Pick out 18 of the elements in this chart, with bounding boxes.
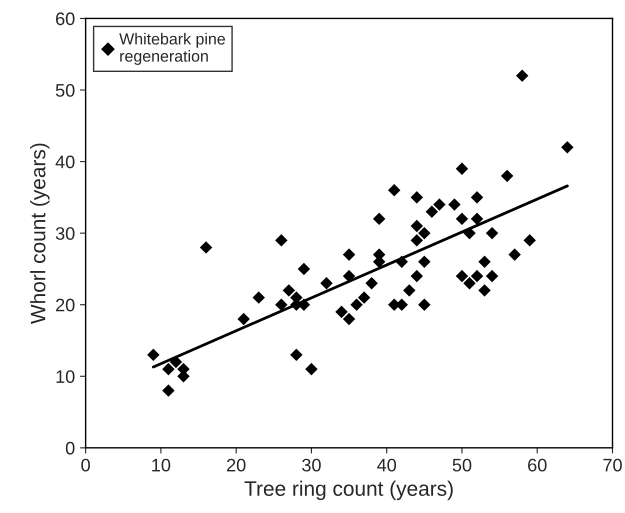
x-tick-label: 10 [152,458,170,472]
x-tick-label: 20 [227,458,246,472]
x-axis-title: Tree ring count (years) [244,480,453,500]
x-tick-label: 70 [603,458,622,472]
x-tick-label: 0 [81,458,90,472]
legend-label: Whitebark pine regeneration [119,32,225,65]
y-axis-title: Whorl count (years) [30,144,50,324]
x-tick-label: 60 [528,458,547,472]
x-tick-label: 50 [452,458,472,472]
y-tick-label: 60 [56,12,75,26]
y-tick-label: 30 [56,227,75,240]
y-tick-label: 10 [56,370,75,384]
y-tick-label: 0 [66,442,75,455]
x-tick-label: 40 [377,458,396,472]
y-tick-label: 20 [56,298,75,312]
y-tick-label: 50 [56,84,75,97]
x-tick-label: 30 [302,458,321,472]
y-tick-label: 40 [56,156,75,168]
